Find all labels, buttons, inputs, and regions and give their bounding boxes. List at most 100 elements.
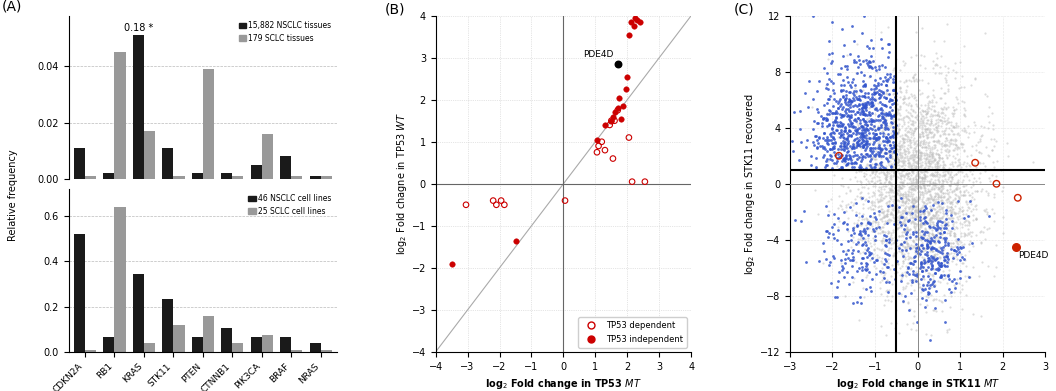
Point — [894, 136, 911, 142]
Point — [860, 94, 876, 100]
Point — [876, 179, 893, 185]
Point — [910, 208, 927, 215]
Point — [874, 260, 891, 266]
Point — [898, 231, 914, 237]
Point — [910, 218, 927, 224]
Point — [891, 126, 908, 133]
Point — [929, 172, 946, 179]
Point — [853, 158, 870, 164]
Point — [835, 219, 852, 225]
Point — [926, 193, 943, 199]
Point — [835, 128, 852, 134]
Point — [872, 124, 889, 130]
Point — [882, 217, 899, 223]
Point — [864, 251, 881, 257]
Point — [959, 160, 976, 166]
Point — [865, 247, 882, 253]
Point — [961, 219, 978, 225]
Point — [897, 172, 913, 178]
Point — [900, 218, 917, 224]
Point — [917, 217, 934, 224]
Point — [913, 224, 930, 230]
Point — [919, 232, 936, 238]
Point — [834, 265, 851, 271]
Point — [937, 79, 954, 85]
Point — [929, 259, 946, 265]
Point — [935, 159, 951, 165]
Point — [854, 115, 871, 122]
Point — [878, 183, 894, 189]
Point — [901, 186, 918, 192]
Point — [919, 270, 936, 276]
Point — [797, 259, 814, 265]
Point — [900, 200, 917, 206]
Point — [830, 105, 847, 111]
Point — [927, 138, 944, 144]
Point — [876, 150, 893, 156]
Bar — [250, 165, 262, 179]
Point — [935, 190, 951, 196]
Point — [848, 140, 865, 146]
Point — [865, 235, 882, 241]
Point — [916, 152, 932, 158]
Point — [893, 158, 910, 164]
Point — [912, 133, 929, 139]
Point — [917, 248, 934, 254]
Point — [849, 193, 866, 199]
Point — [851, 133, 868, 140]
Point — [929, 158, 946, 164]
Point — [787, 217, 804, 223]
Point — [838, 221, 855, 227]
Point — [930, 253, 947, 260]
Point — [939, 253, 956, 259]
Point — [929, 171, 946, 178]
Point — [872, 186, 889, 192]
Point — [849, 109, 866, 115]
Point — [890, 207, 907, 213]
Point — [871, 268, 888, 274]
Point — [876, 220, 893, 226]
Point — [873, 145, 890, 151]
Point — [917, 214, 934, 220]
Point — [930, 111, 947, 118]
Point — [958, 187, 975, 193]
Point — [916, 185, 932, 191]
Point — [884, 193, 901, 199]
Point — [876, 296, 893, 303]
Point — [859, 140, 875, 146]
Point — [827, 294, 844, 300]
Point — [909, 181, 926, 188]
Point — [865, 205, 882, 212]
Point — [903, 152, 920, 158]
Point — [954, 73, 970, 79]
Point — [836, 63, 853, 69]
Point — [986, 191, 1003, 197]
Point — [832, 87, 849, 93]
Point — [897, 219, 913, 226]
Point — [905, 237, 922, 244]
Point — [942, 137, 959, 143]
Point — [944, 124, 961, 131]
Point — [920, 102, 937, 108]
Point — [853, 242, 870, 248]
Point — [897, 191, 913, 197]
Point — [853, 237, 870, 244]
Point — [935, 276, 951, 282]
Point — [856, 173, 873, 179]
Point — [872, 91, 889, 98]
Point — [829, 105, 846, 111]
Point — [891, 224, 908, 230]
Point — [882, 96, 899, 102]
Point — [922, 194, 939, 200]
Point — [903, 93, 920, 99]
Point — [818, 110, 835, 116]
Point — [886, 246, 903, 252]
Point — [939, 21, 956, 27]
Point — [841, 88, 857, 95]
Bar — [250, 337, 262, 352]
Point — [832, 101, 849, 108]
Point — [897, 154, 913, 160]
Point — [947, 253, 964, 259]
Point — [861, 180, 878, 186]
Point — [930, 261, 947, 267]
